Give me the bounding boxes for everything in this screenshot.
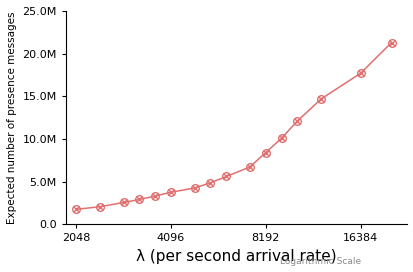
Y-axis label: Expected number of presence messages: Expected number of presence messages	[7, 11, 17, 224]
Text: Logarithmic Scale: Logarithmic Scale	[279, 257, 360, 266]
X-axis label: λ (per second arrival rate): λ (per second arrival rate)	[136, 249, 336, 264]
